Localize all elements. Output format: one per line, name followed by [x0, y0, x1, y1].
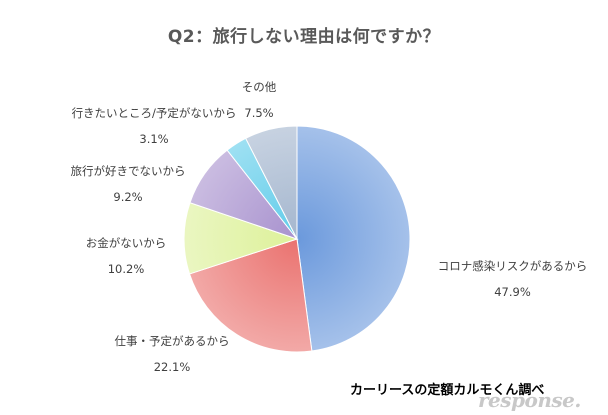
- pie-slice-work: [188, 238, 313, 353]
- slice-label-work: 仕事・予定があるから 22.1%: [114, 334, 230, 374]
- slice-label-corona: コロナ感染リスクがあるから 47.9%: [437, 259, 588, 299]
- source-credit: カーリースの定額カルモくん調べ: [350, 383, 545, 398]
- pie-slice-corona: [296, 125, 411, 352]
- pie-slice-other: [245, 125, 298, 240]
- slice-label-money: お金がないから 10.2%: [85, 236, 167, 276]
- slice-label-not-like: 旅行が好きでないから 9.2%: [70, 164, 186, 204]
- pie-slice-money: [183, 202, 299, 275]
- slice-label-no-place: 行きたいところ/予定がないから 3.1%: [71, 106, 237, 146]
- slice-label-other: その他 7.5%: [241, 80, 277, 120]
- chart-title: Q2：旅行しない理由は何ですか？: [167, 27, 441, 47]
- watermark-logo: response.: [478, 388, 581, 412]
